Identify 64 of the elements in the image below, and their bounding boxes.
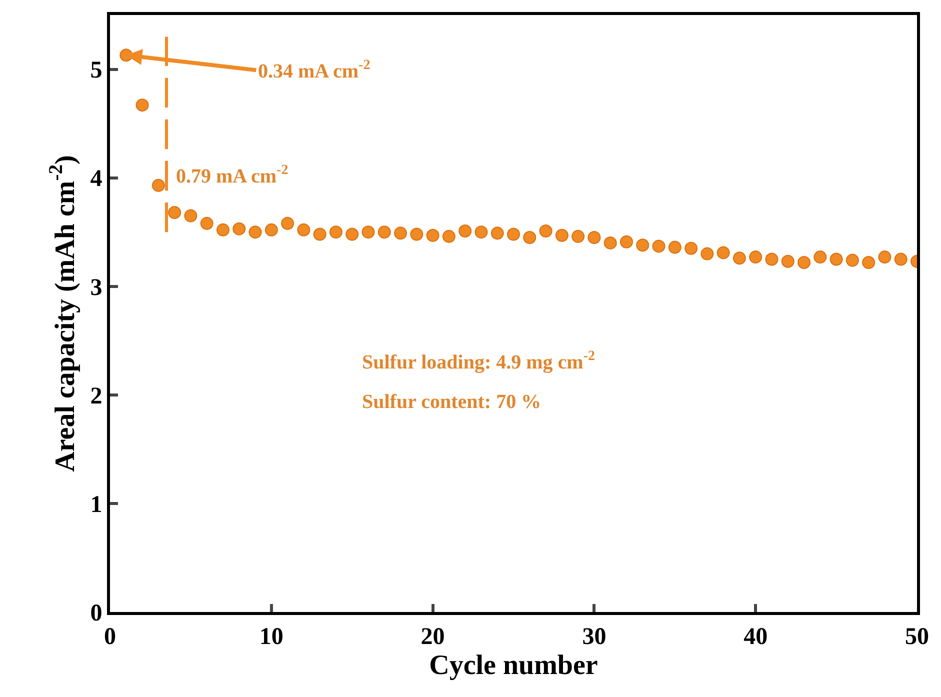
point [878,250,892,264]
point [184,209,198,222]
annotation: Sulfur loading: 4.9 mg cm$^{-2}$ [362,349,595,374]
point [700,247,714,260]
annotation: 0.34 mA cm$^{-2}$ [258,58,370,82]
point [684,242,698,255]
point [136,98,149,112]
x-tick-label: 40 [744,624,768,650]
point [168,206,182,220]
x-tick-label: 50 [905,624,929,650]
point [830,252,843,266]
point [862,256,876,269]
x-tick-label: 10 [259,624,284,650]
point [410,228,424,241]
point [442,230,456,243]
annotation: 0.79 mA cm$^{-2}$ [176,163,288,188]
point [555,228,568,242]
point [362,226,375,239]
point [781,254,794,268]
point [846,254,859,267]
x-tick-label: 20 [420,624,445,650]
point [474,226,488,239]
point [507,228,520,241]
point [152,178,165,192]
point [264,223,278,236]
point [572,230,585,243]
point [732,252,746,265]
point [426,228,440,242]
point [232,222,246,236]
point [636,238,650,252]
point [894,252,908,266]
point [216,223,230,236]
point [588,231,601,244]
point [716,246,730,260]
point [620,235,633,248]
point [539,224,552,238]
y-tick-label: 2 [90,383,102,410]
x-axis-title: Cycle number [429,650,598,681]
y-tick-label: 0 [90,600,102,626]
point [604,236,617,250]
x-tick-label: 30 [582,624,606,650]
point [814,250,827,264]
y-tick-label: 1 [90,492,102,518]
annotation: Sulfur content: 70 % [362,391,542,413]
point [652,240,666,253]
point [798,256,811,269]
point [458,224,472,238]
point [200,216,214,230]
point [346,228,359,241]
point [394,226,408,240]
point [313,228,326,241]
y-tick-label: 5 [90,58,102,84]
point [329,226,342,239]
point [749,250,762,264]
point [248,226,262,239]
point [668,240,682,254]
y-tick-label: 4 [90,166,102,192]
y-tick-label: 3 [90,274,102,301]
point [297,223,310,236]
point [378,226,391,239]
point [281,216,294,230]
point [523,231,536,244]
point [765,252,778,266]
point [490,226,504,240]
